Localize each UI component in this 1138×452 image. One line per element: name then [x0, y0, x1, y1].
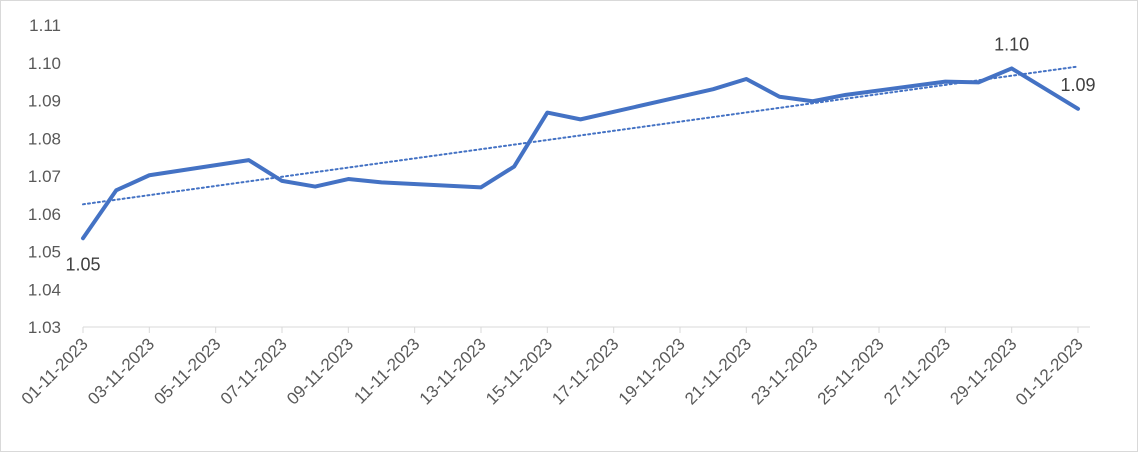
data-point — [778, 95, 782, 99]
data-point — [247, 158, 251, 162]
x-tick-label: 19-11-2023 — [615, 334, 689, 408]
y-tick-label: 1.03 — [28, 318, 61, 337]
x-tick-label: 13-11-2023 — [416, 334, 490, 408]
data-point — [512, 165, 516, 169]
trendline — [82, 65, 1079, 206]
data-point — [81, 236, 85, 240]
x-tick-label: 03-11-2023 — [84, 334, 158, 408]
x-tick-label: 05-11-2023 — [150, 334, 224, 408]
data-point — [744, 77, 748, 81]
data-point — [114, 188, 118, 192]
x-tick-label: 27-11-2023 — [880, 334, 954, 408]
y-tick-label: 1.04 — [28, 280, 61, 299]
data-point — [977, 80, 981, 84]
x-tick-labels: 01-11-202303-11-202305-11-202307-11-2023… — [18, 334, 1087, 409]
x-tick-label: 01-12-2023 — [1012, 334, 1087, 409]
x-tick-label: 21-11-2023 — [681, 334, 755, 408]
x-axis-ticks — [82, 327, 1079, 333]
x-tick-label: 11-11-2023 — [350, 334, 423, 407]
data-point — [943, 80, 947, 84]
data-points — [81, 66, 1080, 240]
x-tick-label: 17-11-2023 — [548, 334, 622, 408]
data-point — [1076, 107, 1080, 111]
data-point — [313, 185, 317, 189]
y-tick-label: 1.08 — [28, 129, 61, 148]
x-tick-label: 07-11-2023 — [217, 334, 291, 408]
data-point — [280, 179, 284, 183]
x-tick-label: 15-11-2023 — [482, 334, 556, 408]
data-point — [545, 111, 549, 115]
x-tick-label: 23-11-2023 — [747, 334, 821, 408]
data-point — [346, 177, 350, 181]
data-point — [711, 87, 715, 91]
data-labels: 1.05 1.10 1.09 — [65, 34, 1095, 274]
data-label: 1.05 — [65, 254, 100, 274]
data-point — [844, 93, 848, 97]
y-tick-label: 1.07 — [28, 167, 61, 186]
x-tick-label: 01-11-2023 — [18, 334, 92, 408]
y-tick-label: 1.06 — [28, 205, 61, 224]
x-tick-label: 29-11-2023 — [946, 334, 1020, 408]
y-tick-labels: 1.03 1.04 1.05 1.06 1.07 1.08 1.09 1.10 1.11 — [28, 16, 61, 337]
x-tick-label: 09-11-2023 — [283, 334, 357, 408]
data-point — [811, 99, 815, 103]
x-tick-label: 25-11-2023 — [814, 334, 888, 408]
data-label: 1.10 — [994, 34, 1029, 54]
y-tick-label: 1.09 — [28, 92, 61, 111]
data-point — [1010, 66, 1014, 70]
y-tick-label: 1.10 — [28, 54, 61, 73]
data-label: 1.09 — [1060, 75, 1095, 95]
data-point — [479, 185, 483, 189]
data-point — [380, 180, 384, 184]
data-point — [579, 117, 583, 121]
y-tick-label: 1.11 — [29, 16, 61, 35]
data-point — [147, 173, 151, 177]
series-line — [81, 66, 1080, 241]
y-tick-label: 1.05 — [28, 243, 61, 262]
